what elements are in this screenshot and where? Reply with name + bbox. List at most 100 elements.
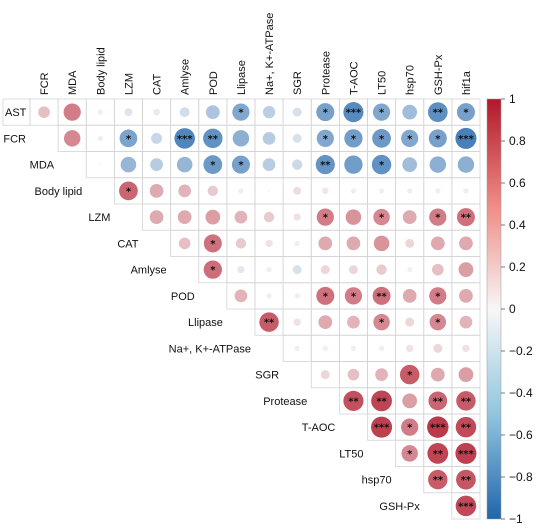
corr-circle-amlyse-protease — [320, 265, 330, 275]
significance-mark: * — [323, 213, 329, 224]
significance-mark: * — [379, 213, 385, 224]
corr-circle-na-k-atpase-hsp70 — [406, 344, 414, 353]
significance-mark: *** — [346, 108, 362, 119]
corr-circle-mda-amlyse — [176, 156, 193, 173]
color-legend-tick-label: 1 — [509, 92, 516, 106]
corr-circle-protease-lt50 — [371, 390, 392, 412]
corr-circle-lzm-protease — [316, 208, 334, 226]
corr-circle-t-aoc-gsh-px — [427, 416, 449, 438]
corr-circle-lzm-hif1a — [456, 208, 475, 227]
significance-mark: *** — [430, 423, 446, 434]
col-label-hif1a: hif1a — [461, 70, 473, 95]
corr-circle-llipase-na-k-atpase — [259, 312, 279, 332]
significance-mark: * — [379, 160, 385, 171]
corr-circle-lzm-llipase — [234, 210, 248, 224]
significance-mark: ** — [433, 475, 444, 486]
corr-circle-amlyse-llipase — [237, 265, 245, 274]
corr-circle-lzm-hsp70 — [402, 210, 417, 225]
significance-mark: * — [435, 213, 441, 224]
corr-circle-fcr-lzm — [119, 129, 138, 148]
corr-circle-na-k-atpase-gsh-px — [433, 343, 443, 353]
corr-circle-mda-lt50 — [371, 154, 392, 175]
corr-circle-lzm-pod — [205, 209, 221, 225]
corr-circle-llipase-hsp70 — [405, 317, 415, 327]
color-legend-tick-label: 0.6 — [509, 176, 526, 190]
col-label-na-k-atpase: Na+, K+-ATPase — [264, 13, 276, 95]
corr-circle-cat-lt50 — [373, 235, 390, 252]
corr-circle-mda-sgr — [291, 159, 303, 170]
significance-mark: ** — [461, 213, 472, 224]
corr-circle-body-lipid-protease — [322, 187, 329, 195]
corr-circle-na-k-atpase-lt50 — [378, 345, 385, 351]
color-legend-tick-label: 0.2 — [509, 260, 526, 274]
corr-circle-cat-sgr — [294, 240, 300, 246]
color-legend-tick-label: 0 — [509, 302, 516, 316]
corr-circle-llipase-hif1a — [459, 315, 473, 329]
corr-circle-ast-pod — [205, 105, 220, 120]
col-label-protease: Protease — [320, 51, 332, 95]
significance-mark: ** — [264, 318, 275, 329]
corr-circle-body-lipid-amlyse — [178, 184, 192, 198]
corr-circle-cat-llipase — [235, 238, 247, 249]
significance-mark: * — [407, 134, 413, 145]
corr-circle-fcr-gsh-px — [428, 129, 447, 148]
corr-circle-t-aoc-hif1a — [455, 416, 477, 438]
row-label-t-aoc: T-AOC — [302, 422, 336, 434]
row-label-llipase: Llipase — [188, 317, 223, 329]
corr-circle-lzm-sgr — [293, 213, 301, 221]
corr-circle-body-lipid-hif1a — [463, 188, 469, 194]
corr-circle-amlyse-lt50 — [376, 264, 387, 275]
significance-mark: * — [351, 291, 357, 302]
corr-circle-pod-llipase — [234, 289, 248, 303]
corr-circle-cat-protease — [318, 236, 333, 251]
corr-circle-ast-lt50 — [372, 103, 391, 121]
corr-circle-mda-llipase — [231, 155, 250, 174]
color-legend-tick-label: −0.2 — [509, 344, 533, 358]
grid-cell — [451, 492, 481, 520]
significance-mark: * — [126, 134, 132, 145]
row-label-protease: Protease — [263, 396, 307, 408]
color-legend-tick-label: −1 — [509, 512, 523, 526]
corr-circle-ast-na-k-atpase — [262, 105, 276, 119]
corr-circle-ast-sgr — [292, 107, 302, 117]
color-legend-tick-label: 0.8 — [509, 134, 526, 148]
significance-mark: * — [407, 370, 413, 381]
corr-circle-fcr-body-lipid — [97, 135, 103, 141]
corr-circle-lzm-t-aoc — [345, 209, 362, 225]
col-label-fcr: FCR — [39, 72, 51, 95]
corr-circle-amlyse-pod — [203, 260, 222, 279]
color-legend-tick-label: −0.4 — [509, 386, 533, 400]
corr-circle-amlyse-gsh-px — [432, 263, 444, 276]
corr-circle-ast-t-aoc — [343, 102, 364, 123]
row-label-amlyse: Amlyse — [131, 265, 167, 277]
corr-circle-hsp70-hif1a — [456, 469, 476, 490]
significance-mark: * — [323, 134, 329, 145]
row-label-cat: CAT — [117, 238, 138, 250]
corr-circle-amlyse-sgr — [292, 265, 302, 275]
color-legend-ticks: 1 0.8 0.6 0.4 0.2 0 −0.2 −0.4 −0.6 −0.8 −1 — [501, 92, 533, 526]
corr-circle-sgr-hsp70 — [399, 364, 420, 385]
corr-circle-fcr-cat — [151, 132, 163, 144]
corr-circle-body-lipid-na-k-atpase — [267, 189, 271, 193]
corr-circle-llipase-sgr — [293, 318, 301, 326]
corr-circle-mda-pod — [203, 155, 223, 174]
corr-circle-body-lipid-hsp70 — [407, 188, 413, 194]
corr-circle-na-k-atpase-t-aoc — [350, 345, 357, 351]
corr-circle-sgr-gsh-px — [430, 367, 445, 382]
corr-circle-sgr-hif1a — [458, 367, 474, 382]
row-label-hsp70: hsp70 — [362, 475, 392, 487]
corr-circle-lt50-gsh-px — [427, 442, 449, 464]
corr-circle-lzm-na-k-atpase — [263, 211, 275, 223]
row-label-sgr: SGR — [255, 370, 279, 382]
row-label-na-k-atpase: Na+, K+-ATPase — [169, 343, 251, 355]
row-label-mda: MDA — [30, 160, 55, 172]
corr-circle-body-lipid-gsh-px — [435, 188, 441, 194]
corr-circle-hsp70-gsh-px — [428, 469, 448, 490]
color-legend-tick-label: −0.8 — [509, 470, 533, 484]
significance-mark: ** — [376, 291, 387, 302]
corr-circle-amlyse-hsp70 — [407, 267, 413, 273]
col-label-pod: POD — [208, 71, 220, 95]
corr-circle-mda-t-aoc — [344, 155, 363, 174]
corr-circle-na-k-atpase-sgr — [294, 345, 300, 351]
